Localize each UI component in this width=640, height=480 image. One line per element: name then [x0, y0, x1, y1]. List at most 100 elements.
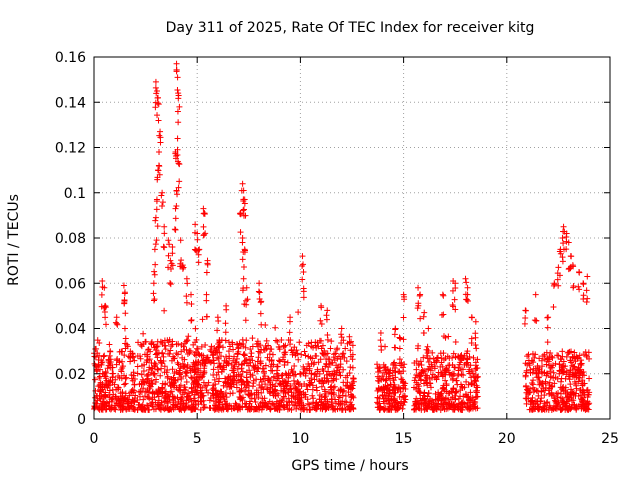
data-point: [144, 386, 151, 393]
data-point: [397, 388, 404, 395]
data-point: [429, 404, 436, 411]
data-point: [346, 369, 353, 376]
data-point: [106, 341, 113, 348]
data-point: [280, 380, 287, 387]
data-point: [274, 338, 281, 345]
data-point: [558, 366, 565, 373]
data-point: [155, 366, 162, 373]
data-point: [155, 393, 162, 400]
data-point: [438, 390, 445, 397]
data-point: [134, 363, 141, 370]
data-point: [200, 205, 207, 212]
data-point: [178, 396, 185, 403]
data-point: [231, 377, 238, 384]
data-point: [179, 265, 186, 272]
data-point: [227, 390, 234, 397]
data-point: [209, 352, 216, 359]
data-point: [176, 103, 183, 110]
data-point: [573, 374, 580, 381]
data-point: [546, 404, 553, 411]
data-point: [557, 394, 564, 401]
data-point: [551, 281, 558, 288]
data-point: [140, 330, 147, 337]
data-point: [294, 379, 301, 386]
data-point: [96, 381, 103, 388]
data-point: [540, 385, 547, 392]
data-point: [146, 406, 153, 413]
data-point: [269, 351, 276, 358]
data-point: [202, 383, 209, 390]
data-point: [315, 343, 322, 350]
data-point: [242, 344, 249, 351]
data-point: [285, 372, 292, 379]
data-point: [304, 386, 311, 393]
data-point: [333, 376, 340, 383]
data-point: [267, 390, 274, 397]
data-point: [532, 291, 539, 298]
data-point: [580, 397, 587, 404]
data-point: [130, 354, 137, 361]
data-point: [119, 392, 126, 399]
data-point: [455, 395, 462, 402]
data-point: [262, 362, 269, 369]
data-point: [532, 351, 539, 358]
data-point: [452, 285, 459, 292]
data-point: [467, 389, 474, 396]
data-point: [200, 405, 207, 412]
data-point: [531, 317, 538, 324]
data-point: [225, 374, 232, 381]
data-point: [140, 378, 147, 385]
data-point: [523, 367, 530, 374]
data-point: [134, 370, 141, 377]
data-point: [560, 387, 567, 394]
x-tick-label: 15: [395, 431, 413, 447]
data-point: [151, 271, 158, 278]
data-point: [138, 371, 145, 378]
data-point: [95, 362, 102, 369]
data-point: [348, 338, 355, 345]
data-point: [449, 354, 456, 361]
data-point: [152, 361, 159, 368]
data-point: [560, 240, 567, 247]
data-point: [253, 387, 260, 394]
data-point: [280, 342, 287, 349]
data-point: [243, 374, 250, 381]
data-point: [174, 401, 181, 408]
data-point: [557, 378, 564, 385]
data-point: [192, 325, 199, 332]
data-point: [272, 393, 279, 400]
data-point: [537, 397, 544, 404]
data-point: [203, 313, 210, 320]
data-point: [158, 359, 165, 366]
data-point: [387, 381, 394, 388]
data-point: [201, 403, 208, 410]
data-point: [563, 371, 570, 378]
data-point: [233, 373, 240, 380]
data-point: [247, 346, 254, 353]
data-point: [159, 199, 166, 206]
data-point: [575, 378, 582, 385]
data-point: [342, 393, 349, 400]
data-point: [99, 380, 106, 387]
data-point: [213, 398, 220, 405]
data-point: [148, 359, 155, 366]
data-point: [240, 212, 247, 219]
data-point: [530, 388, 537, 395]
data-point: [462, 275, 469, 282]
data-point: [237, 211, 244, 218]
data-point: [183, 293, 190, 300]
data-point: [261, 375, 268, 382]
data-point: [446, 389, 453, 396]
data-point: [458, 371, 465, 378]
data-point: [472, 318, 479, 325]
data-point: [97, 388, 104, 395]
data-point: [177, 237, 184, 244]
data-point: [459, 366, 466, 373]
data-point: [301, 380, 308, 387]
data-point: [377, 404, 384, 411]
data-point: [394, 399, 401, 406]
data-point: [348, 394, 355, 401]
data-point: [557, 356, 564, 363]
data-point: [255, 394, 262, 401]
data-point: [230, 357, 237, 364]
